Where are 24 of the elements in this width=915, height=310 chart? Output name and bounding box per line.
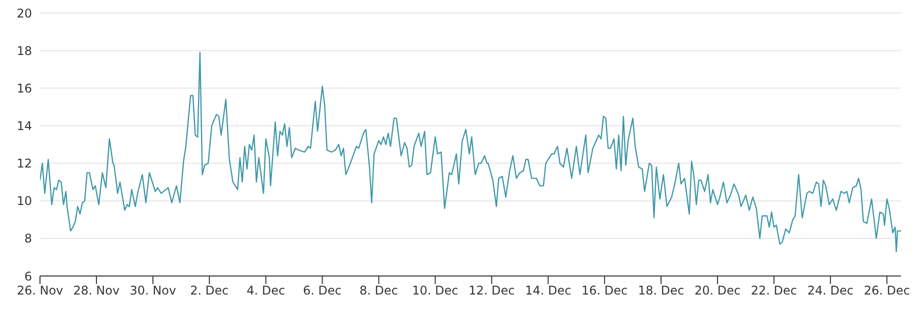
- x-tick-label: 10. Dec: [412, 284, 458, 298]
- x-tick-label: 24. Dec: [807, 284, 854, 298]
- y-tick-label: 6: [24, 269, 32, 284]
- y-tick-label: 16: [16, 81, 32, 96]
- x-tick-label: 8. Dec: [360, 284, 398, 298]
- x-tick-label: 26. Nov: [16, 284, 64, 298]
- y-tick-label: 8: [24, 232, 32, 246]
- x-tick-label: 12. Dec: [468, 284, 515, 298]
- x-tick-label: 2. Dec: [190, 284, 229, 298]
- x-tick-label: 14. Dec: [525, 284, 572, 298]
- x-tick-label: 20. Dec: [694, 284, 741, 298]
- x-tick-label: 28. Nov: [73, 284, 120, 298]
- y-tick-label: 18: [16, 44, 32, 58]
- x-tick-label: 22. Dec: [750, 284, 798, 298]
- x-tick-label: 4. Dec: [246, 284, 286, 298]
- x-tick-label: 6. Dec: [303, 284, 342, 298]
- y-tick-label: 10: [16, 194, 32, 208]
- x-tick-label: 16. Dec: [582, 284, 628, 298]
- y-tick-label: 20: [16, 6, 32, 20]
- y-tick-label: 14: [16, 118, 32, 133]
- x-tick-label: 26. Dec: [864, 284, 910, 298]
- x-tick-label: 18. Dec: [638, 284, 684, 298]
- y-tick-label: 12: [16, 156, 32, 171]
- x-tick-label: 30. Nov: [130, 284, 176, 298]
